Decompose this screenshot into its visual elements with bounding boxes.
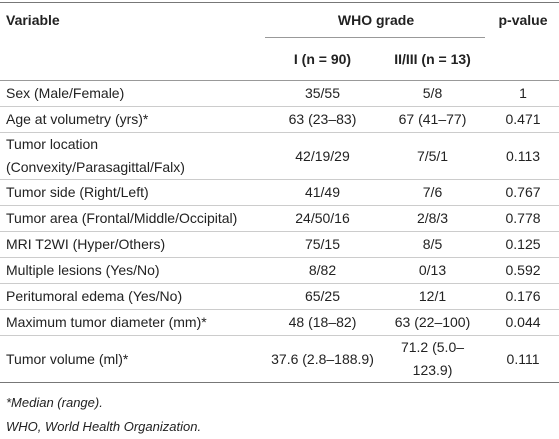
pvalue-cell: 0.125	[485, 231, 559, 258]
value-cell: 8/82	[265, 257, 378, 284]
variable-cell: Peritumoral edema (Yes/No)	[0, 283, 265, 310]
value-cell: 63 (22–100)	[378, 309, 486, 336]
value-cell: 48 (18–82)	[265, 309, 378, 336]
table-row: Tumor side (Right/Left) 41/49 7/6 0.767	[0, 179, 559, 206]
value-cell: 8/5	[378, 231, 486, 258]
header-group: WHO grade	[265, 2, 486, 38]
pvalue-cell: 0.767	[485, 179, 559, 206]
value-cell: 2/8/3	[378, 205, 486, 232]
header-grade: I (n = 90)	[265, 37, 378, 81]
header-pvalue: p-value	[485, 2, 559, 38]
value-cell: 75/15	[265, 231, 378, 258]
value-cell: 0/13	[378, 257, 486, 284]
pvalue-cell: 0.471	[485, 106, 559, 133]
variable-cell: Maximum tumor diameter (mm)*	[0, 309, 265, 336]
value-cell: 12/1	[378, 283, 486, 310]
value-cell: 24/50/16	[265, 205, 378, 232]
variable-cell: Sex (Male/Female)	[0, 80, 265, 107]
value-cell: 71.2 (5.0–123.9)	[378, 335, 486, 383]
data-table: Variable WHO grade p-value I (n = 90) II…	[0, 2, 559, 383]
table-row: Age at volumetry (yrs)* 63 (23–83) 67 (41–…	[0, 106, 559, 133]
table-row: Maximum tumor diameter (mm)* 48 (18–82) 63…	[0, 309, 559, 336]
footnote: WHO, World Health Organization.	[6, 419, 202, 434]
variable-cell: Tumor location (Convexity/Parasagittal/F…	[0, 132, 265, 180]
value-cell: 7/5/1	[378, 132, 486, 180]
table-row: Tumor area (Frontal/Middle/Occipital) 24/…	[0, 205, 559, 232]
pvalue-cell: 1	[485, 80, 559, 107]
pvalue-cell: 0.113	[485, 132, 559, 180]
pvalue-cell: 0.111	[485, 335, 559, 383]
variable-cell: Tumor area (Frontal/Middle/Occipital)	[0, 205, 265, 232]
variable-cell: MRI T2WI (Hyper/Others)	[0, 231, 265, 258]
value-cell: 35/55	[265, 80, 378, 107]
value-cell: 7/6	[378, 179, 486, 206]
value-cell: 41/49	[265, 179, 378, 206]
value-cell: 5/8	[378, 80, 486, 107]
table-row: MRI T2WI (Hyper/Others) 75/15 8/5 0.125	[0, 231, 559, 258]
variable-cell: Age at volumetry (yrs)*	[0, 106, 265, 133]
pvalue-cell: 0.044	[485, 309, 559, 336]
header-variable: Variable	[0, 2, 265, 38]
value-cell: 42/19/29	[265, 132, 378, 180]
variable-cell: Tumor side (Right/Left)	[0, 179, 265, 206]
table-row: Sex (Male/Female) 35/55 5/8 1	[0, 80, 559, 107]
table-row: Multiple lesions (Yes/No) 8/82 0/13 0.592	[0, 257, 559, 284]
table-row: Peritumoral edema (Yes/No) 65/25 12/1 0.176	[0, 283, 559, 310]
table-row: Tumor location (Convexity/Parasagittal/F…	[0, 132, 559, 180]
value-cell: 65/25	[265, 283, 378, 310]
value-cell: 67 (41–77)	[378, 106, 486, 133]
pvalue-cell: 0.778	[485, 205, 559, 232]
pvalue-cell: 0.176	[485, 283, 559, 310]
footnote: *Median (range).	[6, 395, 103, 410]
variable-cell: Multiple lesions (Yes/No)	[0, 257, 265, 284]
header-grade: II/III (n = 13)	[378, 37, 486, 81]
variable-cell: Tumor volume (ml)*	[0, 335, 265, 383]
value-cell: 37.6 (2.8–188.9)	[265, 335, 378, 383]
pvalue-cell: 0.592	[485, 257, 559, 284]
value-cell: 63 (23–83)	[265, 106, 378, 133]
table-row: Tumor volume (ml)* 37.6 (2.8–188.9) 71.2 (…	[0, 335, 559, 383]
